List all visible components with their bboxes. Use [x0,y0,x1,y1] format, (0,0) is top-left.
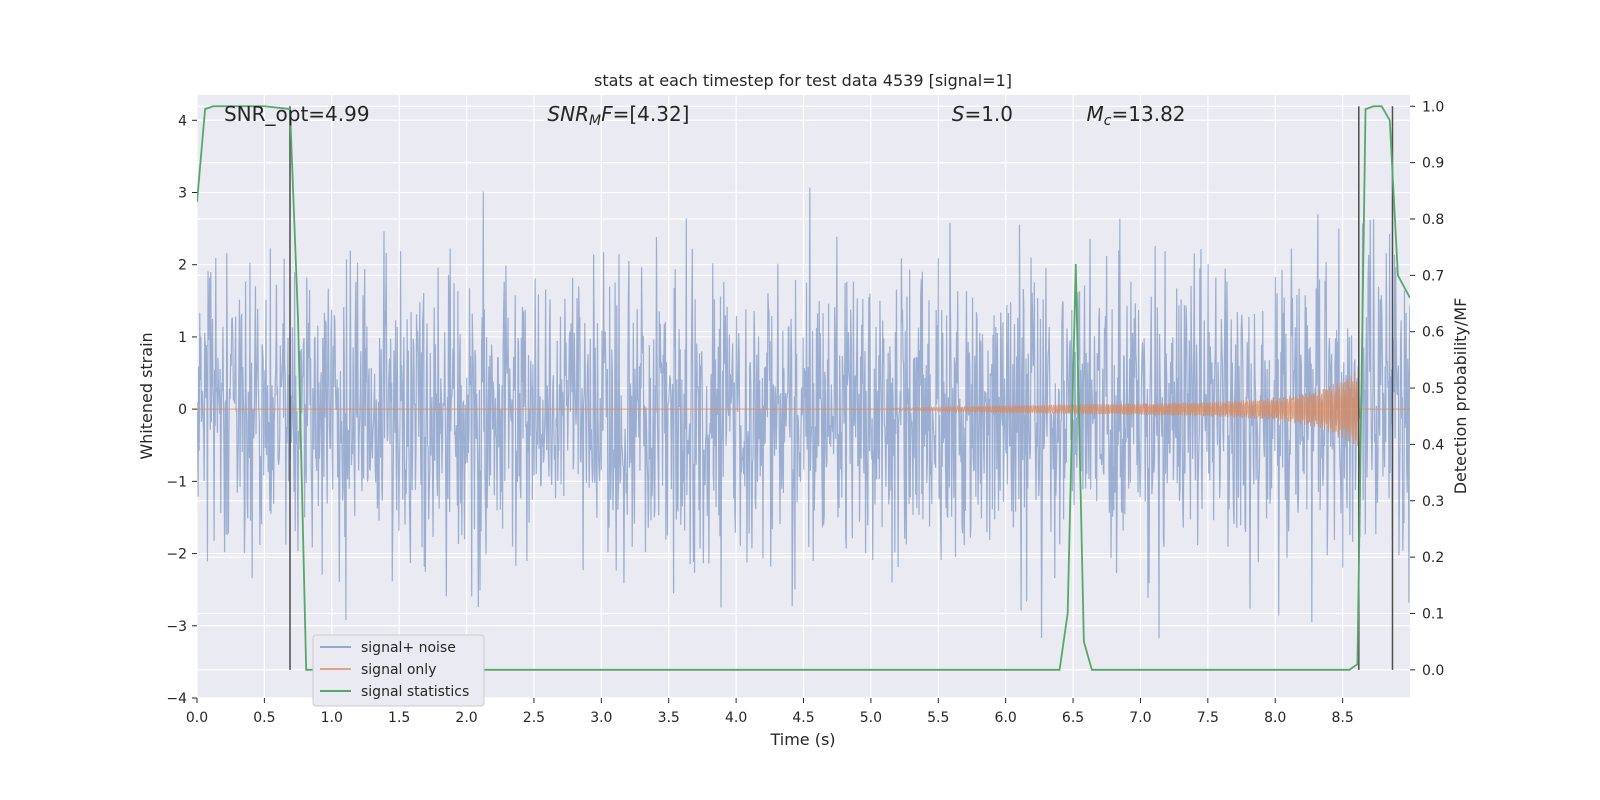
y-left-axis-label: Whitened strain [137,332,156,459]
y-right-tick-label: 0.2 [1422,550,1444,566]
y-right-tick-labels: 1.0 0.9 0.8 0.7 0.6 0.5 0.4 0.3 0.2 0.1 0.0 [1410,99,1444,679]
x-axis-label: Time (s) [769,730,835,749]
y-right-tick-label: 0.8 [1422,212,1444,228]
y-right-tick-label: 0.3 [1422,494,1444,510]
y-right-tick-label: 0.6 [1422,325,1444,341]
y-left-tick-label: −1 [166,474,187,490]
signal-only-line [197,369,1410,446]
noise-line [197,187,1410,639]
x-tick-label: 0.0 [186,710,208,726]
x-tick-label: 7.5 [1197,710,1219,726]
y-left-tick-labels: 4 3 2 1 0 −1 −2 −3 −4 [166,113,197,707]
annotation-snr-mf: SNRMF=[4.32] [547,102,689,129]
x-tick-label: 6.5 [1062,710,1084,726]
x-tick-label: 1.0 [321,710,343,726]
series-signal-only [197,369,1410,446]
x-tick-label: 8.5 [1331,710,1353,726]
y-right-tick-label: 0.5 [1422,381,1444,397]
y-left-tick-label: 2 [178,258,187,274]
legend-box [312,634,485,707]
legend-label-noise: signal+ noise [361,640,456,656]
x-tick-label: 4.5 [792,710,814,726]
series-signal-statistics [197,105,1410,671]
x-tick-labels: 0.0 0.5 1.0 1.5 2.0 2.5 3.0 3.5 4.0 4.5 5.0 5.5 6.0 6… [186,698,1354,726]
x-tick-label: 1.5 [388,710,410,726]
y-left-tick-label: 4 [178,113,187,129]
x-tick-label: 2.0 [455,710,477,726]
y-left-tick-label: −3 [166,619,187,635]
x-tick-label: 0.5 [253,710,275,726]
x-tick-label: 4.0 [725,710,747,726]
y-right-tick-label: 0.7 [1422,268,1444,284]
y-left-tick-label: 1 [178,330,187,346]
y-right-tick-label: 0.0 [1422,663,1444,679]
x-tick-label: 5.5 [927,710,949,726]
legend: signal+ noise signal only signal statist… [312,634,485,707]
x-tick-label: 5.0 [860,710,882,726]
y-right-tick-label: 0.1 [1422,606,1444,622]
y-left-tick-label: −2 [166,547,187,563]
legend-label-signal: signal only [361,662,436,678]
y-left-tick-label: 0 [178,402,187,418]
y-left-tick-label: −4 [166,691,187,707]
annotation-snr-opt: SNR_opt=4.99 [224,102,370,126]
x-tick-label: 3.5 [658,710,680,726]
y-right-tick-label: 0.9 [1422,156,1444,172]
legend-label-stats: signal statistics [361,684,469,700]
y-left-tick-label: 3 [178,185,187,201]
annotations: SNR_opt=4.99 SNRMF=[4.32] S=1.0 Mc=13.82 [224,102,1186,129]
chart-title: stats at each timestep for test data 453… [594,71,1012,90]
x-tick-label: 6.0 [995,710,1017,726]
x-tick-label: 8.0 [1264,710,1286,726]
y-right-tick-label: 0.4 [1422,437,1444,453]
y-right-axis-label: Detection probability/MF [1451,298,1470,495]
x-tick-label: 7.0 [1129,710,1151,726]
signal-statistics-line [197,105,1410,671]
annotation-s: S=1.0 [952,102,1013,126]
annotation-mc: Mc=13.82 [1087,102,1186,129]
y-right-tick-label: 1.0 [1422,99,1444,115]
series-signal-noise [197,187,1410,639]
x-tick-label: 2.5 [523,710,545,726]
x-tick-label: 3.0 [590,710,612,726]
